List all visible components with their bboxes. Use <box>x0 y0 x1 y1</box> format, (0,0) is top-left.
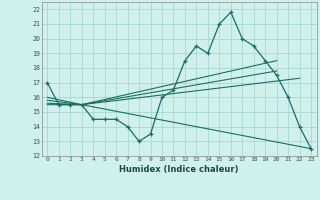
X-axis label: Humidex (Indice chaleur): Humidex (Indice chaleur) <box>119 165 239 174</box>
